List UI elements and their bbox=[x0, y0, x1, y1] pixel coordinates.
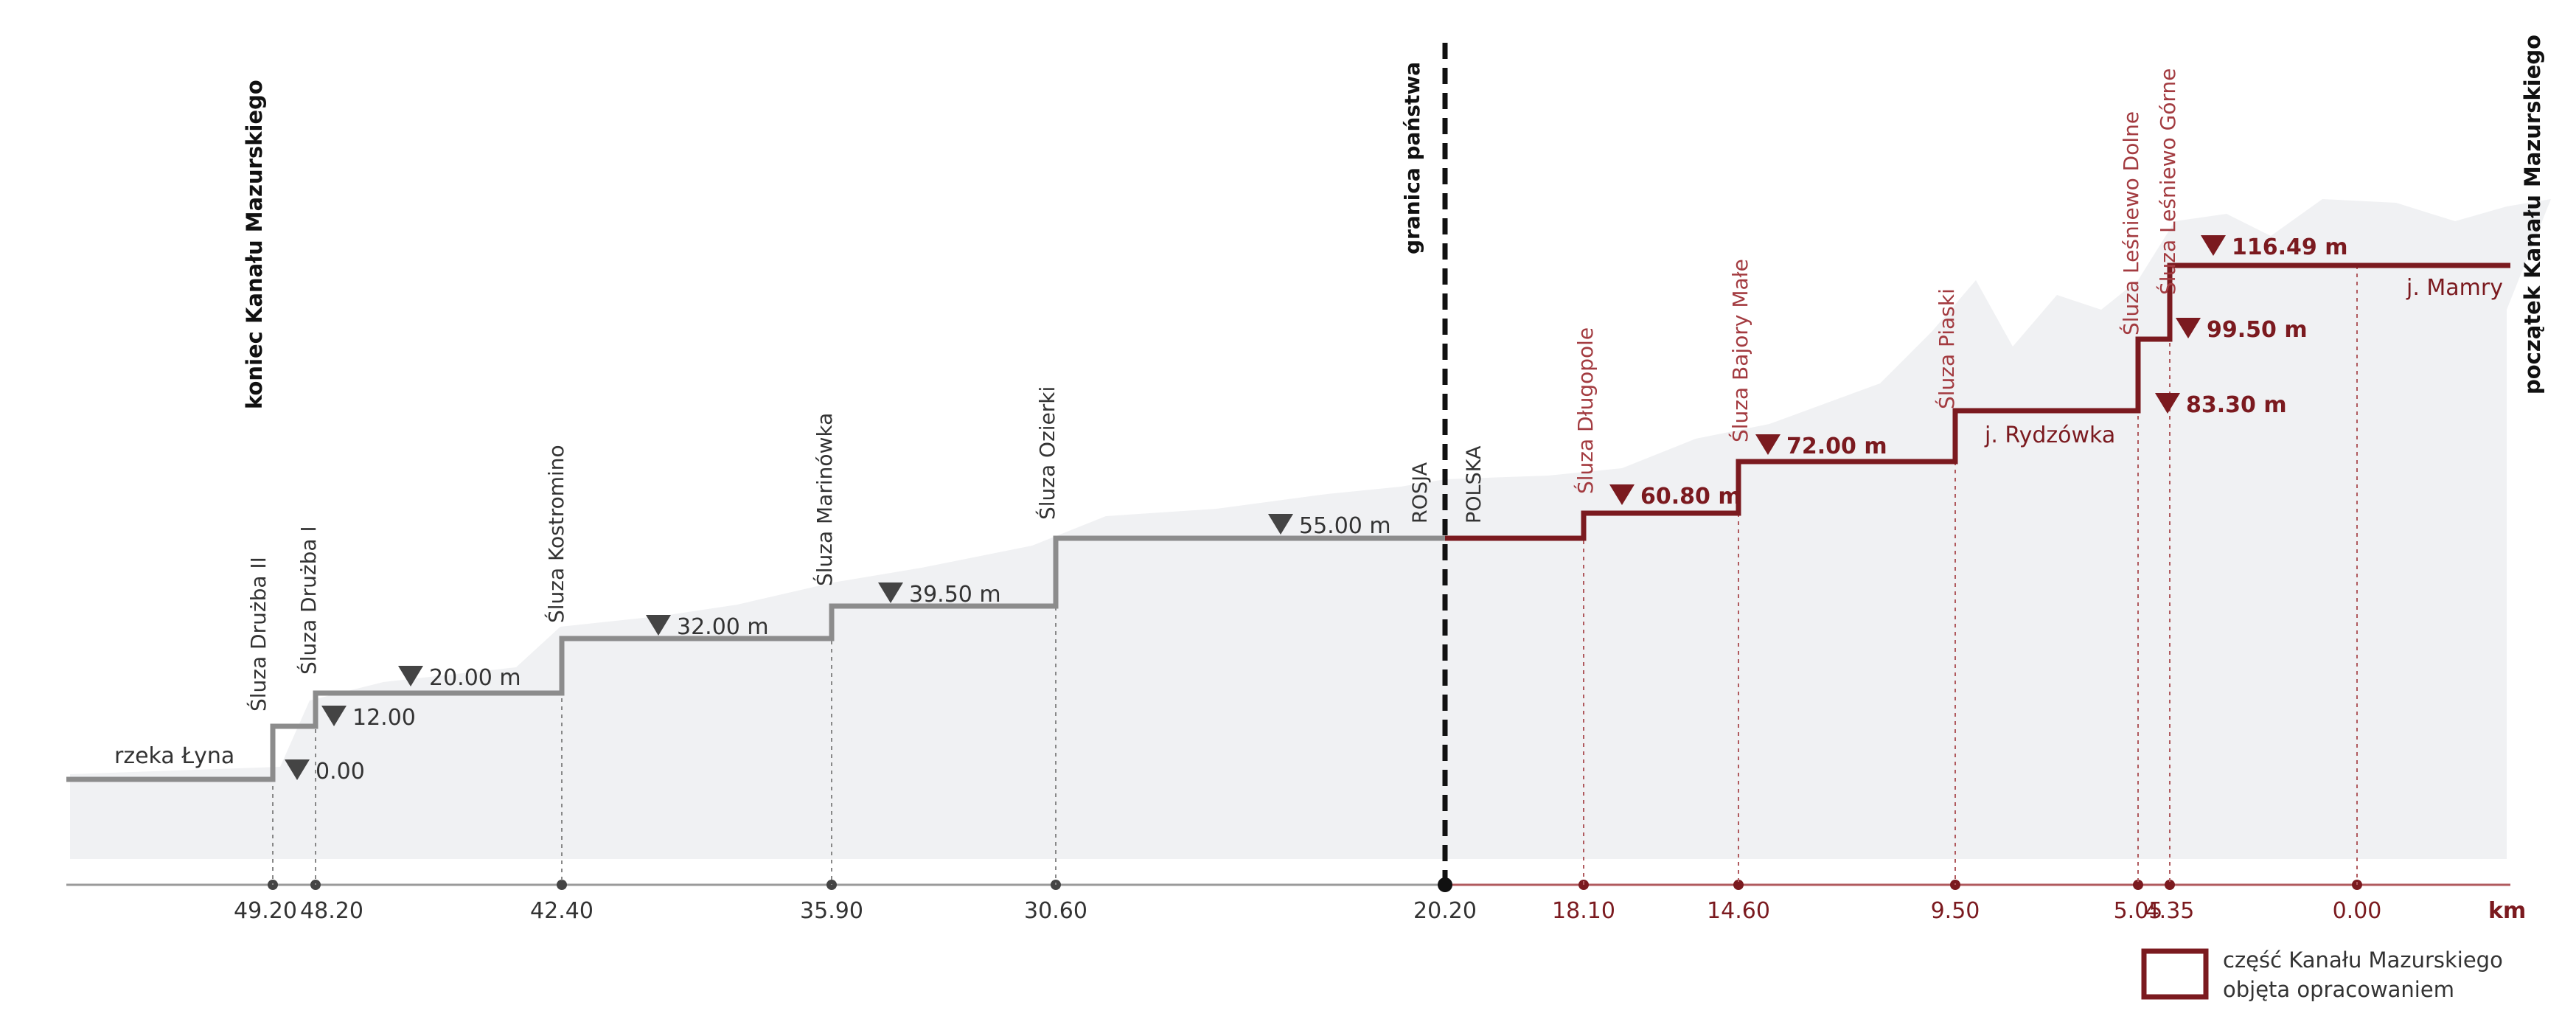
level-label-9: 99.50 m bbox=[2207, 317, 2308, 343]
legend-line2: objęta opracowaniem bbox=[2223, 977, 2454, 1002]
lock-label-9: Śluza Leśniewo Górne bbox=[2155, 69, 2180, 295]
level-label-5: 55.00 m bbox=[1299, 513, 1391, 539]
water-rydzowka: j. Rydzówka bbox=[1984, 422, 2115, 448]
lock-label-7: Śluza Piaski bbox=[1934, 288, 1959, 409]
km-tick-label-9: 5.05 bbox=[2114, 898, 2163, 924]
km-tick-label-10: 4.35 bbox=[2145, 898, 2195, 924]
level-label-7: 72.00 m bbox=[1786, 434, 1887, 459]
canal-end-label: koniec Kanału Mazurskiego bbox=[242, 80, 267, 409]
km-tick-label-6: 18.10 bbox=[1552, 898, 1615, 924]
lock-label-2: Śluza Kostromino bbox=[543, 445, 568, 623]
level-label-3: 32.00 m bbox=[677, 614, 769, 640]
level-marker-10 bbox=[2201, 235, 2226, 256]
km-tick-9 bbox=[2133, 880, 2143, 890]
km-tick-2 bbox=[557, 880, 567, 890]
lock-label-3: Śluza Marinówka bbox=[812, 413, 837, 586]
level-marker-0 bbox=[285, 759, 310, 780]
level-marker-5 bbox=[1268, 514, 1293, 535]
level-label-0: 0.00 bbox=[316, 759, 365, 785]
water-lyna: rzeka Łyna bbox=[114, 743, 234, 769]
km-tick-10 bbox=[2165, 880, 2175, 890]
profile-poland bbox=[1445, 262, 2510, 541]
level-marker-7 bbox=[1755, 434, 1780, 455]
level-marker-6 bbox=[1609, 484, 1635, 505]
lock-label-4: Śluza Ozierki bbox=[1034, 386, 1059, 520]
level-marker-2 bbox=[398, 666, 423, 686]
lock-label-8: Śluza Leśniewo Dolne bbox=[2118, 111, 2143, 335]
poland-label: POLSKA bbox=[1463, 445, 1486, 524]
km-tick-label-7: 14.60 bbox=[1707, 898, 1770, 924]
level-label-6: 60.80 m bbox=[1640, 484, 1741, 509]
water-mamry: j. Mamry bbox=[2406, 275, 2503, 301]
km-tick-7 bbox=[1733, 880, 1744, 890]
legend-swatch bbox=[2141, 948, 2209, 1000]
km-tick-label-8: 9.50 bbox=[1931, 898, 1980, 924]
level-marker-4 bbox=[878, 582, 903, 603]
km-tick-label-2: 42.40 bbox=[530, 898, 593, 924]
russia-label: ROSJA bbox=[1409, 462, 1432, 524]
terrain-silhouette bbox=[70, 199, 2551, 859]
level-label-8: 83.30 m bbox=[2186, 392, 2287, 418]
km-unit-label: km bbox=[2488, 898, 2526, 924]
canal-start-label: początek Kanału Mazurskiego bbox=[2520, 35, 2545, 394]
level-marker-9 bbox=[2176, 318, 2201, 338]
level-label-2: 20.00 m bbox=[429, 665, 521, 691]
level-label-1: 12.00 bbox=[352, 705, 416, 731]
level-label-10: 116.49 m bbox=[2232, 234, 2347, 260]
border-point bbox=[1438, 877, 1452, 892]
legend-line1: część Kanału Mazurskiego bbox=[2223, 947, 2503, 973]
lock-label-5: Śluza Długopole bbox=[1573, 327, 1598, 494]
level-marker-3 bbox=[646, 615, 671, 636]
km-tick-label-11: 0.00 bbox=[2333, 898, 2382, 924]
level-marker-8 bbox=[2155, 393, 2180, 414]
km-tick-label-4: 30.60 bbox=[1024, 898, 1087, 924]
level-marker-1 bbox=[321, 706, 347, 726]
km-tick-label-5: 20.20 bbox=[1413, 898, 1477, 924]
border-label: granica państwa bbox=[1400, 62, 1424, 254]
lock-label-6: Śluza Bajory Małe bbox=[1727, 259, 1752, 442]
level-label-4: 39.50 m bbox=[909, 582, 1001, 608]
lock-label-0: Śluza Drużba II bbox=[246, 557, 271, 712]
profile-russia bbox=[66, 535, 1445, 782]
km-tick-label-1: 48.20 bbox=[300, 898, 363, 924]
km-tick-label-3: 35.90 bbox=[800, 898, 863, 924]
km-tick-label-0: 49.20 bbox=[234, 898, 297, 924]
lock-label-1: Śluza Drużba I bbox=[296, 526, 321, 675]
